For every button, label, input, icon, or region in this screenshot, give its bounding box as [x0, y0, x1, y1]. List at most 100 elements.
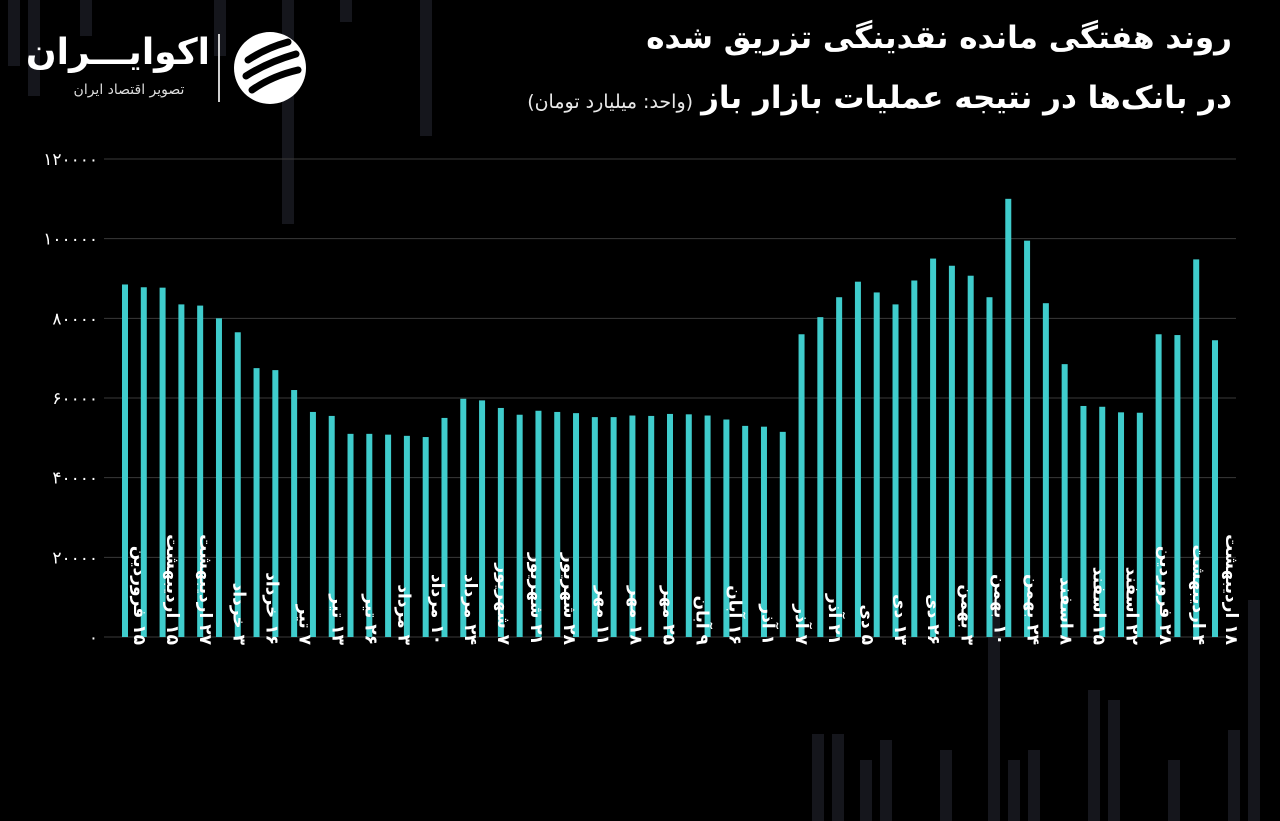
- bar: [573, 413, 580, 637]
- x-tick-label: ۷ آذر: [791, 603, 813, 645]
- bar: [610, 417, 617, 637]
- x-tick-label: ۱۰ بهمن: [989, 574, 1009, 645]
- bar: [140, 287, 147, 637]
- bar: [178, 304, 185, 637]
- x-tick-label: ۲۴ مرداد: [460, 574, 480, 645]
- x-tick-label: ۲۵ مهر: [659, 585, 679, 645]
- bar: [197, 305, 204, 637]
- bar: [122, 284, 128, 637]
- x-tick-label: ۹ آبان: [692, 596, 714, 646]
- bar: [873, 292, 880, 637]
- x-tick-label: ۷ تیر: [295, 604, 315, 646]
- y-tick-label: ۴۰۰۰۰: [52, 469, 98, 489]
- bar: [272, 370, 279, 637]
- bar: [1042, 303, 1049, 637]
- x-tick-label: ۲۱ شهریور: [526, 552, 546, 645]
- bar: [422, 437, 429, 637]
- x-tick-label: ۲۶ دی: [923, 594, 943, 645]
- bar: [1005, 198, 1012, 637]
- chart-title-line-2-text: در بانک‌ها در نتیجه عملیات بازار باز: [701, 80, 1232, 116]
- brand-tagline: تصویر اقتصاد ایران: [73, 82, 185, 98]
- bar: [911, 280, 918, 637]
- x-tick-label: ۱۵ فروردین: [129, 546, 149, 645]
- bar: [460, 398, 467, 637]
- bar: [1193, 259, 1200, 637]
- x-tick-label: ۱۶ آبان: [725, 585, 747, 645]
- x-tick-label: ۲۲ اسفند: [1122, 567, 1142, 646]
- x-tick-label: ۳ بهمن: [956, 584, 976, 645]
- x-tick-label: ۱۶ خرداد: [261, 572, 281, 645]
- y-tick-label: ۰: [89, 628, 98, 648]
- y-tick-label: ۱۰۰۰۰۰: [43, 230, 98, 250]
- bar: [930, 258, 937, 637]
- chart-title-line-1: روند هفتگی مانده نقدینگی تزریق شده: [646, 20, 1232, 56]
- bar: [723, 419, 730, 637]
- bar: [591, 417, 598, 637]
- bar: [1118, 412, 1125, 637]
- x-tick-label: ۱ آذر: [758, 603, 780, 645]
- bar: [441, 417, 448, 637]
- bar: [309, 411, 316, 637]
- bar: [836, 297, 843, 637]
- bar: [704, 415, 711, 637]
- brand-name: اکوایـــران: [25, 32, 210, 73]
- bar: [159, 287, 166, 637]
- bar: [385, 434, 392, 637]
- bar: [967, 275, 974, 637]
- x-tick-label: ۲۱ آذر: [824, 593, 846, 645]
- bar: [347, 433, 354, 637]
- bar: [760, 426, 767, 637]
- unit-label: (واحد: میلیارد تومان): [527, 91, 694, 113]
- bar: [948, 265, 955, 637]
- bar: [554, 411, 561, 637]
- bar: [629, 415, 636, 637]
- bar: [403, 435, 410, 637]
- x-tick-label: ۱۳ تیر: [328, 593, 348, 645]
- logo-divider: [218, 34, 220, 102]
- brand-logo: اکوایـــران تصویر اقتصاد ایران: [25, 30, 318, 110]
- x-tick-label: ۳ خرداد: [228, 583, 248, 646]
- bar: [685, 414, 692, 637]
- x-axis-labels: ۱۵ فروردین ۱۵ اردیبهشت ۲۷ اردیبهشت ۳ خرداد ۱…: [129, 534, 1241, 645]
- bar: [1061, 364, 1068, 637]
- x-tick-label: ۱۱ مهر: [592, 585, 612, 645]
- bar: [1155, 334, 1162, 637]
- bar: [1024, 240, 1031, 637]
- bar: [291, 390, 298, 637]
- bar: [1212, 340, 1218, 637]
- x-tick-label: ۱۵ اردیبهشت: [162, 534, 182, 645]
- bar: [535, 410, 542, 637]
- y-tick-label: ۲۰۰۰۰: [52, 548, 98, 568]
- x-tick-label: ۳ مرداد: [394, 584, 414, 645]
- bar: [986, 297, 993, 637]
- bar: [798, 334, 805, 637]
- y-tick-label: ۱۲۰۰۰۰: [43, 150, 98, 170]
- bar: [1099, 406, 1106, 637]
- bar: [234, 332, 241, 637]
- x-tick-label: ۴ اردیبهشت: [1188, 545, 1208, 646]
- bar: [817, 317, 824, 637]
- bar: [253, 368, 260, 638]
- x-tick-label: ۵ دی: [857, 604, 877, 645]
- bar: [779, 431, 786, 637]
- bar: [479, 400, 486, 637]
- bar: [854, 281, 861, 637]
- bar: [215, 318, 222, 637]
- bar: [366, 433, 373, 637]
- bar: [667, 413, 673, 637]
- y-axis-ticks: ۰ ۲۰۰۰۰ ۴۰۰۰۰ ۶۰۰۰۰ ۸۰۰۰۰ ۱۰۰۰۰۰ ۱۲۰۰۰۰: [43, 150, 98, 648]
- bar: [742, 425, 749, 637]
- bar: [497, 407, 504, 637]
- x-tick-label: ۱۳ دی: [890, 594, 910, 646]
- x-tick-label: ۸ اسفند: [1056, 577, 1076, 645]
- bar: [1174, 335, 1181, 637]
- x-tick-label: ۱۸ مهر: [625, 585, 645, 646]
- brand-mark-icon: [234, 32, 306, 104]
- x-tick-label: ۲۷ اردیبهشت: [195, 534, 215, 645]
- x-tick-label: ۷ شهریور: [493, 562, 513, 645]
- bar: [1136, 412, 1143, 637]
- x-tick-label: ۲۸ فروردین: [1155, 546, 1175, 646]
- bar: [328, 415, 335, 637]
